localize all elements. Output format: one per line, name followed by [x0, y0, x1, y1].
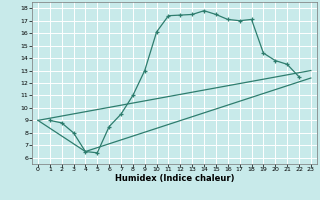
X-axis label: Humidex (Indice chaleur): Humidex (Indice chaleur)	[115, 174, 234, 183]
